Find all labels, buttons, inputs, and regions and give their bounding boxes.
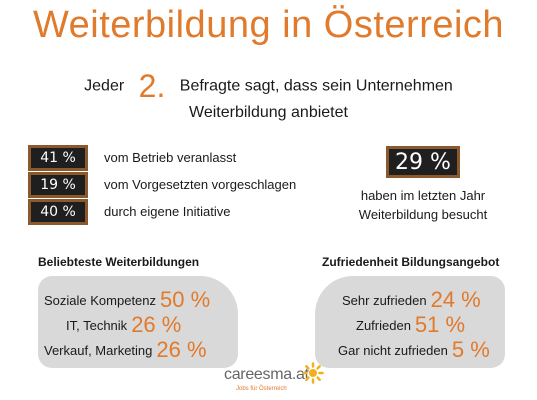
popular-item-value: 26 % — [156, 337, 207, 362]
stat-row: 40 % durch eigene Initiative — [28, 199, 408, 225]
popular-item-label: IT, Technik — [66, 318, 128, 333]
satisfaction-title: Zufriedenheit Bildungsangebot — [322, 255, 500, 269]
stat-label: durch eigene Initiative — [104, 204, 231, 219]
satisfaction-item: Gar nicht zufrieden 5 % — [338, 337, 490, 363]
satisfaction-item-value: 24 % — [430, 287, 481, 312]
highlight-caption-line1: haben im letzten Jahr — [360, 188, 486, 203]
highlight-value-board: 29 % — [386, 146, 460, 178]
popular-item: Soziale Kompetenz 50 % — [44, 287, 210, 313]
popular-item-value: 50 % — [160, 287, 211, 312]
popular-item: IT, Technik 26 % — [66, 312, 181, 338]
satisfaction-item: Sehr zufrieden 24 % — [342, 287, 481, 313]
stat-value-board: 19 % — [28, 172, 88, 198]
logo-wordmark: careesma.at — [224, 366, 309, 383]
page-title: Weiterbildung in Österreich — [32, 4, 505, 46]
popular-item-label: Soziale Kompetenz — [44, 293, 157, 308]
stat-value-board: 41 % — [28, 145, 88, 171]
intro-highlight-number: 2. — [138, 68, 166, 104]
stat-label: vom Betrieb veranlasst — [104, 150, 237, 165]
stat-label: vom Vorgesetzten vorgeschlagen — [104, 177, 297, 192]
stat-row: 41 % vom Betrieb veranlasst — [28, 145, 408, 171]
popular-title: Beliebteste Weiterbildungen — [38, 255, 200, 269]
satisfaction-item: Zufrieden 51 % — [356, 312, 465, 338]
highlight-caption: haben im letzten Jahr Weiterbildung besu… — [330, 186, 516, 224]
sun-icon — [302, 362, 324, 384]
highlight-caption-line2: Weiterbildung besucht — [358, 207, 488, 222]
intro-suffix: Befragte sagt, dass sein Unternehmen — [179, 77, 453, 95]
popular-panel — [38, 276, 238, 368]
stat-value-board: 40 % — [28, 199, 88, 225]
stat-row: 19 % vom Vorgesetzten vorgeschlagen — [28, 172, 408, 198]
popular-item: Verkauf, Marketing 26 % — [44, 337, 207, 363]
logo-tagline: Jobs für Österreich — [236, 386, 287, 392]
satisfaction-item-value: 51 % — [414, 312, 466, 337]
intro-line: Jeder 2. Befragte sagt, dass sein Untern… — [0, 68, 537, 105]
satisfaction-item-label: Sehr zufrieden — [342, 293, 427, 308]
satisfaction-item-label: Gar nicht zufrieden — [338, 343, 448, 358]
intro-prefix: Jeder — [84, 77, 125, 95]
popular-item-label: Verkauf, Marketing — [44, 343, 153, 358]
careesma-logo: careesma.at Jobs für Österreich — [224, 362, 344, 398]
satisfaction-panel — [315, 276, 505, 368]
intro-line-2: Weiterbildung anbietet — [189, 104, 348, 121]
satisfaction-item-label: Zufrieden — [356, 318, 411, 333]
popular-item-value: 26 % — [131, 312, 182, 337]
satisfaction-item-value: 5 % — [451, 337, 490, 362]
